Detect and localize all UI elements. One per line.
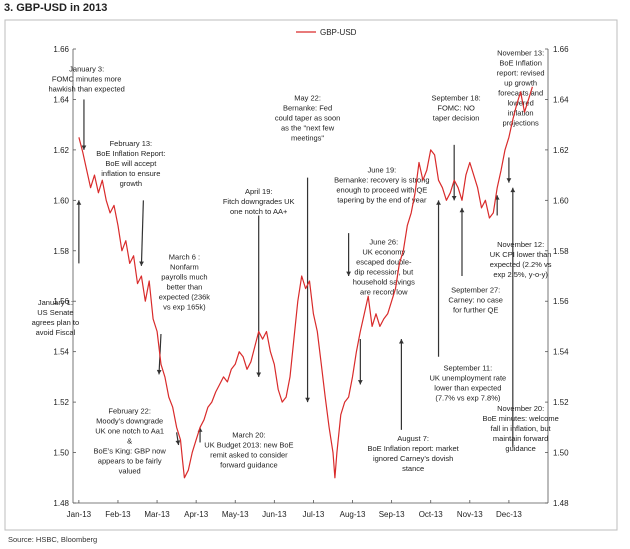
x-tick-label: Dec-13 [496,510,522,519]
x-tick-label: May-13 [222,510,249,519]
y-tick-label-left: 1.52 [53,398,69,407]
chart-title: 3. GBP-USD in 2013 [4,2,108,14]
annotation-text: January 1: US Senate agrees plan to avoid F… [32,298,80,337]
annotation-arrowhead [436,200,441,205]
y-tick-label-left: 1.48 [53,499,69,508]
annotation-arrowhead [346,271,352,276]
x-tick-label: Feb-13 [105,510,131,519]
annotation-text: November 12: UK CPI lower than expected (2… [490,240,552,279]
annotation-arrowhead [175,440,181,445]
annotation-arrowhead [256,372,262,377]
y-tick-label-left: 1.66 [53,45,69,54]
annotation-text: September 11: UK unemployment rate lower t… [430,364,507,403]
annotation-text: June 19: Bernanke: recovery is strong enou… [334,166,429,205]
annotation-text: May 22: Bernanke: Fed could taper as soon a… [275,94,340,143]
y-tick-label-left: 1.56 [53,297,69,306]
annotation-text: September 27: Carney: no case for further … [448,285,503,314]
y-tick-label-left: 1.58 [53,247,69,256]
annotation-arrowhead [81,145,87,150]
x-tick-label: Nov-13 [457,510,483,519]
series [78,86,533,479]
annotation-arrowhead [398,339,404,344]
annotation-text: March 20: UK Budget 2013: new BoE remit as… [204,430,293,469]
x-tick-label: Aug-13 [340,510,366,519]
x-tick-label: Oct-13 [419,510,444,519]
y-tick-label-right: 1.60 [553,196,569,205]
annotation-arrowhead [139,261,144,266]
legend-label: GBP-USD [320,28,357,37]
annotation-text: November 13: BoE Inflation report: revised… [497,48,545,127]
annotation-text: June 26: UK economy escaped double-dip rec… [353,237,415,296]
y-tick-label-right: 1.62 [553,146,569,155]
annotation-text: March 6 : Nonfarm payrolls much better than… [159,253,211,312]
x-tick-label: Jun-13 [262,510,287,519]
x-tick-label: Apr-13 [184,510,209,519]
annotations: January 3: FOMC minutes more hawkish than … [32,48,559,475]
y-tick-label-right: 1.56 [553,297,569,306]
annotation-arrowhead [156,369,162,375]
y-tick-label-left: 1.50 [53,449,69,458]
annotation-text: February 22: Moody’s downgrade UK one notc… [94,406,167,475]
y-tick-label-right: 1.54 [553,348,569,357]
annotation-arrowhead [510,187,516,193]
annotation-arrowhead [76,200,82,205]
x-tick-label: Sep-13 [379,510,405,519]
y-tick-label-right: 1.50 [553,449,569,458]
y-tick-label-left: 1.62 [53,146,69,155]
x-tick-label: Jul-13 [303,510,325,519]
annotation-arrowhead [451,195,457,201]
annotation-text: September 18: FOMC: NO taper decision [432,94,481,123]
annotation-text: November 20: BoE minutes: welcome fall in … [482,404,558,453]
y-tick-label-right: 1.58 [553,247,569,256]
x-tick-label: Mar-13 [144,510,170,519]
y-tick-label-left: 1.64 [53,95,69,104]
series-line-gbp-usd [78,86,533,479]
y-tick-label-left: 1.60 [53,196,69,205]
y-tick-label-right: 1.52 [553,398,569,407]
annotation-arrowhead [506,178,512,183]
y-tick-label-left: 1.54 [53,348,69,357]
x-tick-label: Jan-13 [67,510,92,519]
y-tick-label-right: 1.48 [553,499,569,508]
y-tick-label-right: 1.64 [553,95,569,104]
annotation-text: February 13: BoE Inflation Report: BoE wil… [96,139,165,188]
legend: GBP-USD [296,28,357,37]
source-note: Source: HSBC, Bloomberg [8,535,98,544]
annotation-text: January 3: FOMC minutes more hawkish than … [49,65,125,94]
axes: 1.48 1.48 1.50 1.50 1.52 1.52 1.54 1.54 1.56 1.56… [53,45,569,519]
annotation-arrowhead [357,380,363,385]
annotation-arrow [140,200,144,266]
annotation-text: April 19: Fitch downgrades UK one notch to… [223,187,295,216]
annotation-text: August 7: BoE Inflation report: market ign… [367,434,459,473]
annotation-arrowhead [459,207,465,213]
y-tick-label-right: 1.66 [553,45,569,54]
chart-border [4,19,618,531]
annotation-arrowhead [305,397,310,403]
